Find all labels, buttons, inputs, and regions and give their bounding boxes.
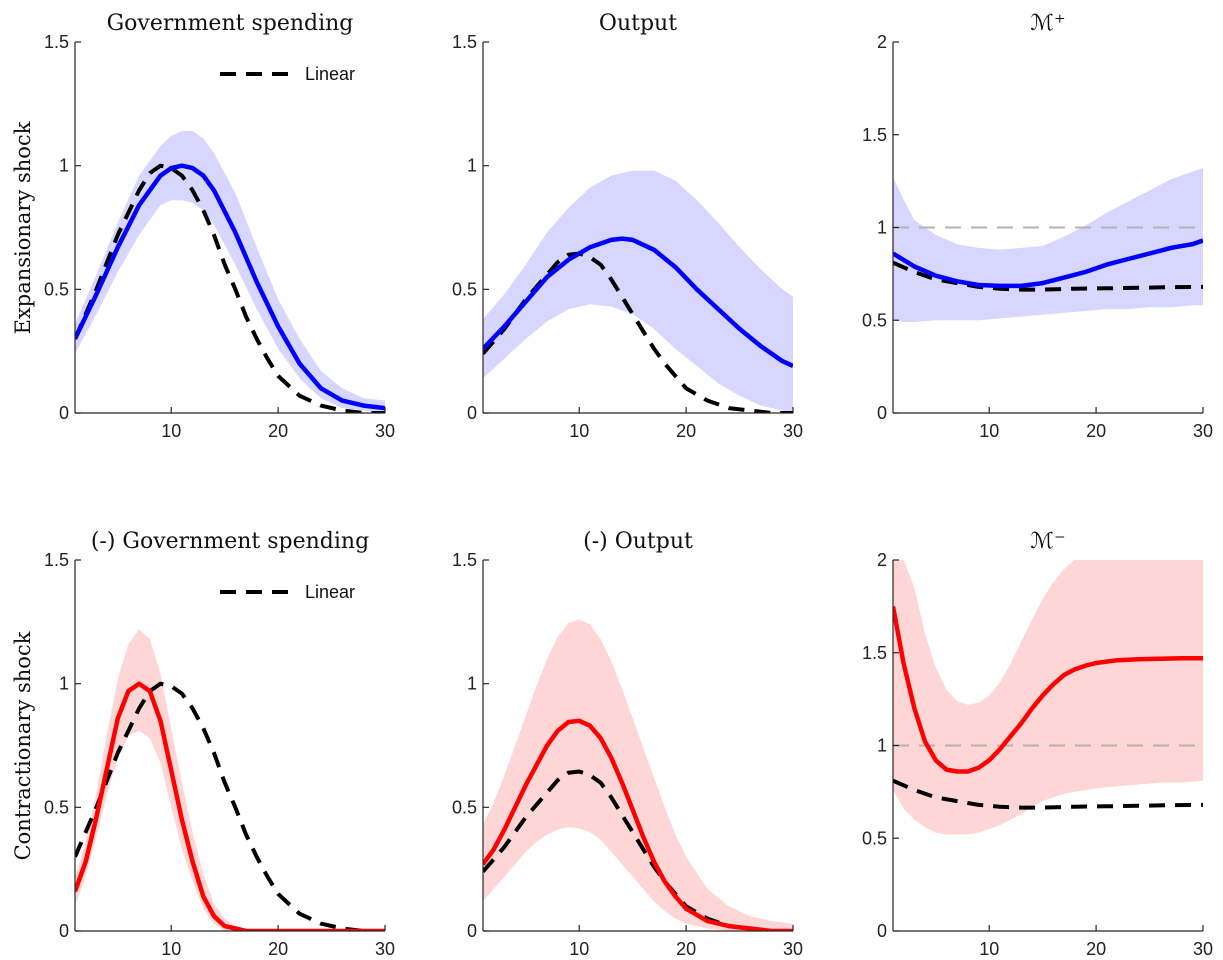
x-tick-label: 20 <box>676 421 696 441</box>
y-tick-label: 2 <box>877 32 887 52</box>
plot-area <box>893 168 1203 323</box>
x-tick-label: 30 <box>783 421 803 441</box>
subplot-title: ℳ⁻ <box>1030 529 1065 554</box>
series-linear-line <box>75 681 385 931</box>
subplot-6: 0 0.5 1 1.5 2 10 20 30 ℳ⁻ <box>862 529 1213 959</box>
x-tick-label: 20 <box>1086 939 1106 959</box>
y-tick-label: 1.5 <box>44 32 69 52</box>
series-nonlinear-line <box>893 605 1203 774</box>
confidence-band <box>893 560 1203 835</box>
plot-area <box>483 170 793 413</box>
subplot-title: Government spending <box>107 11 354 36</box>
x-tick-label: 30 <box>375 421 395 441</box>
plot-area <box>893 560 1203 835</box>
series-nonlinear-line <box>75 163 385 411</box>
subplot-4: 0 0.5 1 1.5 10 20 30 (-) Government spending Lin… <box>44 529 395 959</box>
x-tick-label: 10 <box>979 421 999 441</box>
y-tick-label: 0 <box>877 403 887 423</box>
subplot-1: 0 0.5 1 1.5 10 20 30 Government spending Linear <box>44 11 395 441</box>
series-nonlinear-line <box>893 238 1203 289</box>
x-tick-label: 20 <box>268 939 288 959</box>
plot-area <box>75 629 385 931</box>
y-tick-label: 0.5 <box>44 279 69 299</box>
y-tick-label: 0 <box>467 403 477 423</box>
subplot-title: ℳ⁺ <box>1030 11 1065 36</box>
subplot-title: (-) Government spending <box>91 529 369 554</box>
x-tick-label: 30 <box>1193 421 1213 441</box>
subplot-title: (-) Output <box>583 529 693 554</box>
confidence-band <box>75 629 385 931</box>
subplot-3: 0 0.5 1 1.5 2 10 20 30 ℳ⁺ <box>862 11 1213 441</box>
confidence-band <box>483 619 793 931</box>
y-tick-label: 1.5 <box>452 550 477 570</box>
x-tick-label: 10 <box>569 939 589 959</box>
y-tick-label: 0 <box>59 403 69 423</box>
x-tick-label: 30 <box>375 939 395 959</box>
y-tick-label: 0 <box>877 921 887 941</box>
x-tick-label: 10 <box>979 939 999 959</box>
x-tick-label: 30 <box>783 939 803 959</box>
plot-area <box>75 131 385 413</box>
y-tick-label: 0.5 <box>452 279 477 299</box>
series-linear-line <box>483 251 793 413</box>
y-tick-label: 2 <box>877 550 887 570</box>
plot-area <box>483 619 793 931</box>
y-tick-label: 1.5 <box>862 643 887 663</box>
series-linear-line <box>75 163 385 413</box>
series-nonlinear-line <box>75 681 385 931</box>
x-tick-label: 10 <box>161 421 181 441</box>
x-tick-label: 20 <box>676 939 696 959</box>
y-tick-label: 0.5 <box>44 797 69 817</box>
legend-label: Linear <box>305 582 355 602</box>
y-tick-label: 1 <box>59 156 69 176</box>
series-linear-line <box>893 260 1203 292</box>
x-tick-label: 10 <box>161 939 181 959</box>
subplot-5: 0 0.5 1 1.5 10 20 30 (-) Output <box>452 529 803 959</box>
y-tick-label: 1 <box>59 674 69 694</box>
x-tick-label: 30 <box>1193 939 1213 959</box>
y-tick-label: 0 <box>467 921 477 941</box>
series-nonlinear-line <box>483 718 793 931</box>
y-tick-label: 1.5 <box>452 32 477 52</box>
y-tick-label: 0.5 <box>862 310 887 330</box>
y-tick-label: 1 <box>467 156 477 176</box>
y-tick-label: 0 <box>59 921 69 941</box>
subplot-title: Output <box>599 11 677 36</box>
y-tick-label: 1.5 <box>862 125 887 145</box>
subplot-2: 0 0.5 1 1.5 10 20 30 Output <box>452 11 803 441</box>
y-tick-label: 1 <box>877 218 887 238</box>
row-label-contractionary: Contractionary shock <box>11 631 35 860</box>
legend-label: Linear <box>305 64 355 84</box>
y-tick-label: 0.5 <box>452 797 477 817</box>
confidence-band <box>893 168 1203 323</box>
y-tick-label: 0.5 <box>862 828 887 848</box>
y-tick-label: 1.5 <box>44 550 69 570</box>
series-nonlinear-line <box>483 236 793 369</box>
x-tick-label: 10 <box>569 421 589 441</box>
confidence-band <box>75 131 385 413</box>
series-linear-line <box>893 778 1203 810</box>
confidence-band <box>483 170 793 413</box>
row-label-expansionary: Expansionary shock <box>11 121 35 334</box>
x-tick-label: 20 <box>268 421 288 441</box>
x-tick-label: 20 <box>1086 421 1106 441</box>
y-tick-label: 1 <box>877 736 887 756</box>
y-tick-label: 1 <box>467 674 477 694</box>
